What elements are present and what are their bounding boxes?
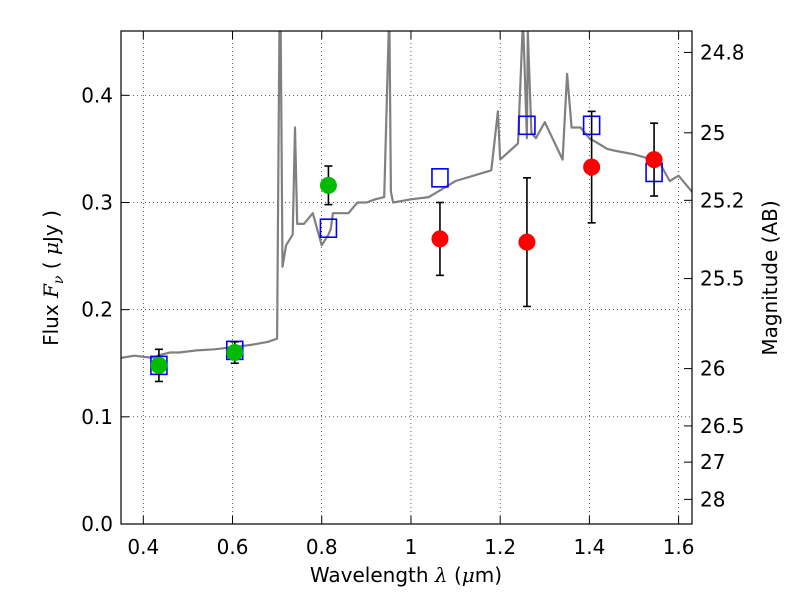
y-tick-label: 0.1 — [81, 405, 113, 429]
y2-tick-label: 27 — [700, 450, 725, 474]
infrared-data-point — [518, 233, 536, 251]
x-tick-label: 1 — [405, 535, 418, 559]
y2-tick-label: 26.5 — [700, 414, 745, 438]
x-axis-label: Wavelength λ (μm) — [310, 563, 502, 587]
model-spectrum-line — [121, 31, 692, 359]
x-tick-label: 1.2 — [484, 535, 516, 559]
y2-axis-ticks: 24.8 25 25.2 25.5 26 26.5 27 28 — [684, 40, 745, 511]
y-axis-label: Flux Fν ( μJy ) — [39, 210, 67, 346]
model-photometry-square — [518, 115, 536, 136]
y2-tick-label: 24.8 — [700, 40, 745, 64]
x-tick-label: 0.6 — [217, 535, 249, 559]
x-axis-ticks: 0.4 0.6 0.8 1 1.2 1.4 1.6 — [127, 31, 695, 559]
y2-tick-label: 25.5 — [700, 267, 745, 291]
data-layer — [121, 31, 692, 383]
y-tick-label: 0.2 — [81, 298, 113, 322]
optical-data-point — [319, 176, 337, 194]
y2-tick-label: 26 — [700, 357, 725, 381]
y-axis-ticks: 0.0 0.1 0.2 0.3 0.4 — [81, 83, 129, 536]
grid-lines — [121, 31, 692, 524]
infrared-data-point — [431, 230, 449, 248]
infrared-data-point — [583, 158, 601, 176]
y-tick-label: 0.0 — [81, 512, 113, 536]
optical-data-point — [226, 344, 244, 362]
model-photometry-square — [319, 218, 338, 238]
optical-data-point — [150, 356, 168, 374]
y2-tick-label: 25.2 — [700, 188, 745, 212]
x-tick-label: 1.4 — [573, 535, 605, 559]
y-tick-label: 0.4 — [81, 83, 113, 107]
y-tick-label: 0.3 — [81, 190, 113, 214]
plot-frame — [120, 30, 693, 525]
infrared-data-point — [645, 151, 663, 169]
x-tick-label: 1.6 — [663, 535, 695, 559]
model-photometry-square — [431, 168, 449, 188]
y2-tick-label: 28 — [700, 487, 725, 511]
y2-tick-label: 25 — [700, 121, 725, 145]
x-tick-label: 0.8 — [306, 535, 338, 559]
x-tick-label: 0.4 — [127, 535, 159, 559]
y2-axis-label: Magnitude (AB) — [758, 200, 782, 355]
